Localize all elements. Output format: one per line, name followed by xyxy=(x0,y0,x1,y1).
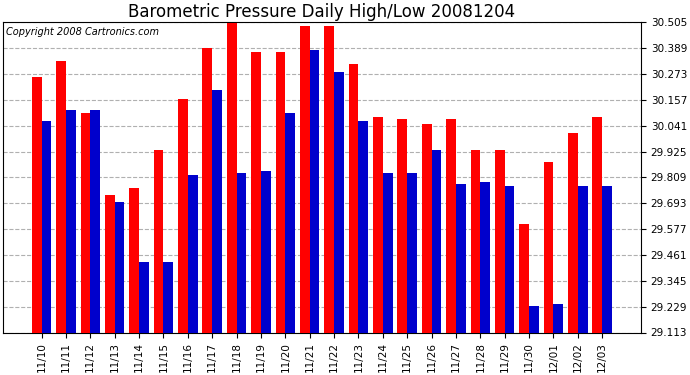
Bar xyxy=(431,150,442,333)
Bar xyxy=(446,119,456,333)
Bar xyxy=(334,72,344,333)
Bar xyxy=(275,53,286,333)
Title: Barometric Pressure Daily High/Low 20081204: Barometric Pressure Daily High/Low 20081… xyxy=(128,3,515,21)
Bar xyxy=(227,24,237,333)
Bar xyxy=(66,110,76,333)
Bar xyxy=(422,124,431,333)
Bar xyxy=(383,173,393,333)
Bar xyxy=(188,175,197,333)
Bar xyxy=(397,119,407,333)
Bar xyxy=(578,186,588,333)
Bar xyxy=(115,202,124,333)
Bar xyxy=(129,188,139,333)
Bar xyxy=(495,150,504,333)
Bar xyxy=(41,122,51,333)
Bar xyxy=(348,63,359,333)
Text: Copyright 2008 Cartronics.com: Copyright 2008 Cartronics.com xyxy=(6,27,159,37)
Bar xyxy=(251,53,261,333)
Bar xyxy=(154,150,164,333)
Bar xyxy=(300,26,310,333)
Bar xyxy=(324,26,334,333)
Bar xyxy=(373,117,383,333)
Bar xyxy=(310,50,319,333)
Bar xyxy=(529,306,539,333)
Bar xyxy=(178,99,188,333)
Bar xyxy=(139,262,149,333)
Bar xyxy=(164,262,173,333)
Bar xyxy=(213,90,222,333)
Bar xyxy=(359,122,368,333)
Bar xyxy=(504,186,515,333)
Bar xyxy=(407,173,417,333)
Bar xyxy=(471,150,480,333)
Bar xyxy=(286,112,295,333)
Bar xyxy=(568,133,578,333)
Bar xyxy=(544,162,553,333)
Bar xyxy=(553,304,563,333)
Bar xyxy=(261,171,270,333)
Bar xyxy=(456,184,466,333)
Bar xyxy=(202,48,213,333)
Bar xyxy=(56,62,66,333)
Bar xyxy=(81,112,90,333)
Bar xyxy=(105,195,115,333)
Bar xyxy=(32,77,41,333)
Bar xyxy=(237,173,246,333)
Bar xyxy=(602,186,612,333)
Bar xyxy=(480,182,490,333)
Bar xyxy=(520,224,529,333)
Bar xyxy=(593,117,602,333)
Bar xyxy=(90,110,100,333)
